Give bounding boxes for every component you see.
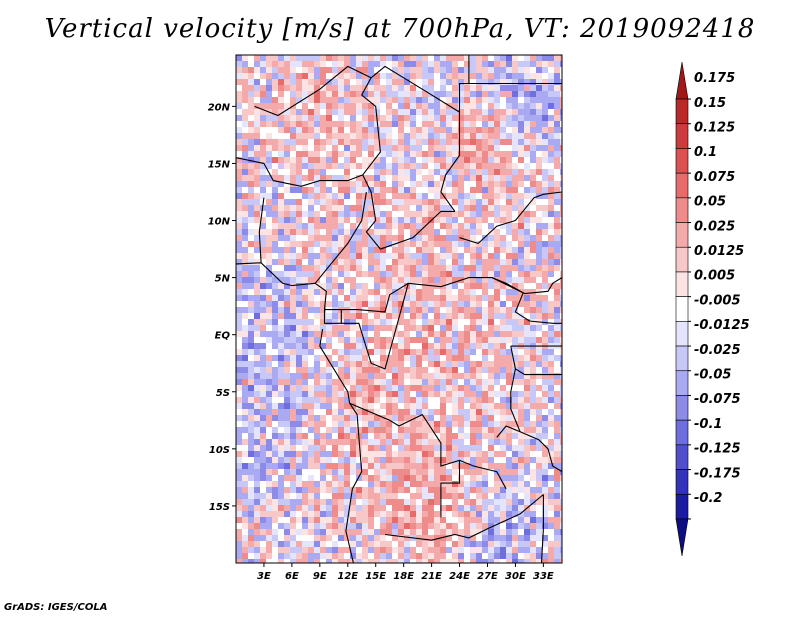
border-line [496,425,562,473]
colorbar-swatch [675,493,689,520]
border-line [510,345,521,432]
border-line [384,494,544,541]
colorbar-label: -0.025 [694,343,741,358]
grads-credit: GrADS: IGES/COLA [4,602,108,613]
border-line [514,293,562,324]
x-tick-label: 18E [393,571,414,582]
border-line [540,494,544,563]
colorbar-swatch [675,419,689,446]
x-tick-label: 15E [365,571,386,582]
border-line [349,402,507,490]
colorbar-swatch [675,123,689,149]
colorbar-label: -0.05 [694,367,731,382]
colorbar-swatch [675,172,689,199]
y-tick-label: 20N [208,102,231,113]
x-tick-label: 24E [449,571,470,582]
colorbar-label: 0.0125 [694,244,744,259]
border-line [314,191,367,284]
colorbar-swatch [675,444,689,470]
colorbar-label: -0.0125 [694,318,750,333]
colorbar-swatch [675,345,689,372]
country-borders [236,55,562,563]
colorbar-label: -0.2 [694,491,722,506]
colorbar: 0.175 0.15 0.125 0.1 0.075 0.05 0.025 0.0125 0.0… [675,61,750,557]
y-axis: 20N 15N 10N 5N EQ 5S 10S 15S [208,102,236,513]
x-tick-label: 30E [505,571,526,582]
border-line [458,55,470,113]
border-line [459,191,562,245]
colorbar-label: 0.125 [694,120,735,135]
x-tick-label: 21E [421,571,442,582]
border-line [323,309,342,324]
y-tick-label: 10N [208,217,231,228]
border-line [319,328,351,404]
border-line [370,65,461,212]
colorbar-label: 0.1 [694,145,717,160]
x-tick-label: 6E [285,571,299,582]
y-tick-label: 15S [209,502,230,513]
colorbar-label: 0.15 [694,96,726,111]
border-line [362,106,381,176]
colorbar-swatch [675,98,689,125]
colorbar-swatch [675,395,689,421]
border-line [345,402,363,563]
colorbar-label: 0.05 [694,195,726,210]
x-axis: 3E 6E 9E 12E 15E 18E 21E 24E 27E 30E 33E [257,563,554,582]
y-tick-label: 15N [208,159,231,170]
border-line [341,283,409,370]
vertical-velocity-field [236,55,562,563]
colorbar-label: -0.175 [694,466,741,481]
border-line [491,277,562,295]
map-frame [235,54,563,564]
x-tick-label: 33E [533,571,554,582]
colorbar-label: -0.075 [694,392,741,407]
border-line [440,460,461,518]
border-line [515,368,562,376]
x-tick-label: 27E [477,571,498,582]
x-tick-label: 9E [313,571,327,582]
border-line [258,197,265,263]
y-tick-label: 5N [215,274,231,285]
colorbar-swatch [675,148,689,174]
colorbar-swatch [675,271,689,297]
colorbar-label: -0.125 [694,442,741,457]
colorbar-swatch [675,321,689,347]
border-line [254,65,377,117]
chart-title: Vertical velocity [m/s] at 700hPa, VT: 2… [44,14,756,44]
colorbar-swatch [675,296,689,322]
y-tick-label: EQ [215,331,231,342]
colorbar-swatch [675,222,689,248]
colorbar-swatch [675,246,689,273]
colorbar-label: 0.175 [694,71,735,86]
y-tick-label: 5S [216,388,230,399]
x-tick-label: 3E [257,571,271,582]
colorbar-swatch [675,518,689,557]
colorbar-label: -0.1 [694,417,722,432]
colorbar-label: 0.005 [694,269,735,284]
x-tick-label: 12E [337,571,358,582]
colorbar-swatch [675,61,689,100]
colorbar-label: 0.075 [694,170,735,185]
border-line [324,277,525,313]
colorbar-swatch [675,370,689,396]
colorbar-swatch [675,469,689,495]
colorbar-label: 0.025 [694,219,735,234]
y-tick-label: 10S [209,445,230,456]
border-line [362,174,455,250]
border-line [236,157,363,187]
colorbar-swatch [675,197,689,223]
border-line [236,262,327,310]
colorbar-label: -0.005 [694,293,741,308]
